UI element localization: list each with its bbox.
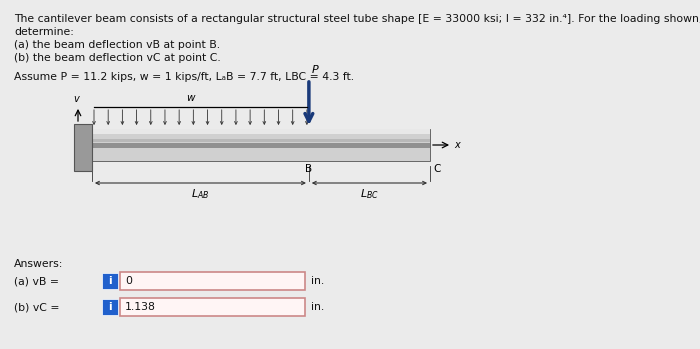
Text: $L_{AB}$: $L_{AB}$ [191,187,209,201]
Text: B: B [305,164,312,174]
Text: (a) the beam deflection vB at point B.: (a) the beam deflection vB at point B. [14,40,220,50]
Text: P: P [312,65,318,75]
Text: A: A [82,164,89,174]
Text: i: i [108,276,112,286]
Bar [102,299,118,315]
Text: Answers:: Answers: [14,259,64,269]
Text: in.: in. [311,276,324,286]
Bar [92,139,430,142]
Bar [120,298,305,316]
Text: 1.138: 1.138 [125,302,156,312]
Text: (b) vC =: (b) vC = [14,302,60,312]
Bar [102,273,118,289]
Text: determine:: determine: [14,27,74,37]
Text: i: i [108,302,112,312]
Bar [92,142,430,148]
Bar [74,124,92,171]
Text: C: C [433,164,440,174]
Text: Assume P = 11.2 kips, w = 1 kips/ft, LₐB = 7.7 ft, LBC = 4.3 ft.: Assume P = 11.2 kips, w = 1 kips/ft, LₐB… [14,72,354,82]
Text: x: x [454,140,460,150]
Text: (a) vB =: (a) vB = [14,276,59,286]
Text: $L_{BC}$: $L_{BC}$ [360,187,379,201]
Text: (b) the beam deflection vC at point C.: (b) the beam deflection vC at point C. [14,53,220,63]
Text: The cantilever beam consists of a rectangular structural steel tube shape [E = 3: The cantilever beam consists of a rectan… [14,14,700,24]
Text: v: v [73,94,79,104]
Text: 0: 0 [125,276,132,286]
Bar [92,129,430,134]
Text: w: w [186,93,195,103]
Bar [120,272,305,290]
Text: in.: in. [311,302,324,312]
Bar [92,129,430,161]
